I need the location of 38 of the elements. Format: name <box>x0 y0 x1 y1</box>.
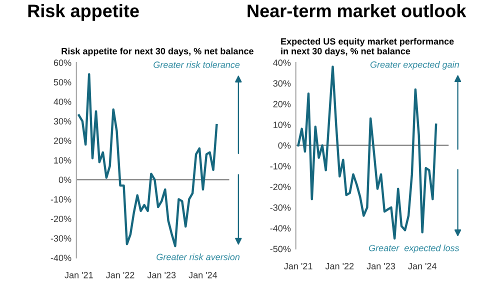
x-tick-label: Jan '23 <box>366 262 396 270</box>
chart-title: Near-term market outlook <box>248 4 466 18</box>
y-tick-label: 40% <box>54 98 72 105</box>
x-tick-label: Jan '24 <box>408 262 436 270</box>
chart-title: Risk appetite <box>28 4 139 21</box>
annotation: Greater risk tolerance <box>154 61 240 68</box>
y-tick-label: -30% <box>270 204 291 211</box>
y-tick-label: -20% <box>270 184 291 190</box>
x-tick-label: Jan '22 <box>106 272 134 278</box>
annotation: Greater risk aversion <box>156 254 240 260</box>
y-tick-label: -30% <box>50 235 72 242</box>
x-tick-label: Jan '24 <box>188 272 218 278</box>
chart-subtitle: Expected US equity market performance in next 30 days, % net balance <box>281 38 454 56</box>
x-tick-label: Jan '22 <box>325 262 354 270</box>
y-tick-label: 40% <box>273 60 291 66</box>
y-tick-label: -10% <box>50 196 72 203</box>
y-tick-label: -40% <box>50 254 72 262</box>
y-tick-label: 10% <box>54 157 72 164</box>
y-tick-label: 60% <box>54 60 72 66</box>
y-tick-label: 10% <box>274 122 291 128</box>
y-tick-label: -10% <box>270 163 291 170</box>
x-tick-label: Jan '21 <box>64 272 93 278</box>
y-tick-label: 0% <box>58 176 72 184</box>
line-series <box>78 73 218 248</box>
y-tick-label: 30% <box>54 118 72 124</box>
chart-subtitle: Risk appetite for next 30 days, % net balance <box>62 48 254 56</box>
y-tick-label: -20% <box>50 216 72 222</box>
annotation: Greater expected gain <box>370 61 459 70</box>
y-tick-label: 30% <box>273 80 291 87</box>
y-tick-label: 20% <box>54 138 72 144</box>
y-tick-label: 50% <box>54 79 72 86</box>
y-tick-label: -50% <box>270 246 291 252</box>
y-tick-label: 0% <box>278 142 291 149</box>
x-tick-label: Jan '21 <box>284 262 312 270</box>
x-tick-label: Jan '23 <box>147 272 176 278</box>
y-tick-label: -40% <box>270 225 291 232</box>
y-tick-label: 20% <box>273 100 291 108</box>
annotation: Greater expected loss <box>368 244 460 254</box>
